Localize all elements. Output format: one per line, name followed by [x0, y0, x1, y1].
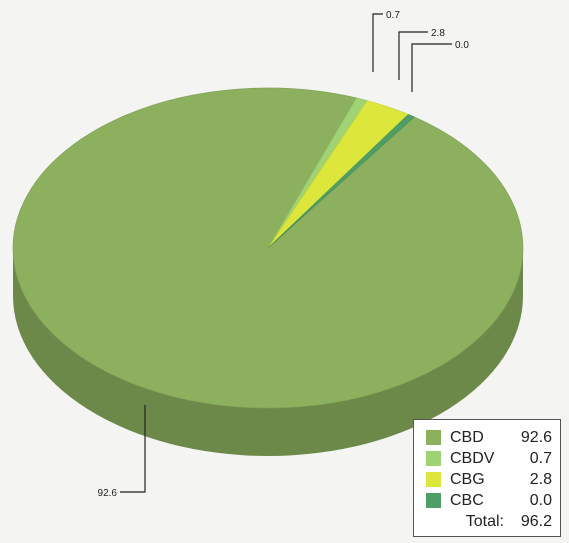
slice-cbc	[267, 114, 415, 249]
legend-swatch-cbd	[426, 430, 441, 445]
legend-item-cbg: CBG 2.8	[426, 469, 552, 490]
data-label-cbg: 2.8	[431, 28, 445, 39]
legend-swatch-cbc	[426, 493, 441, 508]
data-label-cbc: 0.0	[455, 40, 469, 51]
data-label-cbdv: 0.7	[386, 10, 400, 21]
legend-label-cbdv: CBDV	[450, 449, 495, 467]
leader-line-cbc	[411, 43, 452, 92]
legend-swatch-cbdv	[426, 451, 441, 466]
legend-item-cbd: CBD 92.6	[426, 427, 552, 448]
legend-item-cbc: CBC 0.0	[426, 490, 552, 511]
slice-side-cbd	[13, 248, 523, 456]
legend-value-cbdv: 0.7	[529, 449, 552, 467]
chart-legend: CBD 92.6 CBDV 0.7 CBG 2.8 CBC 0.0 Total:…	[413, 419, 561, 537]
legend-total-value: 96.2	[520, 513, 552, 530]
legend-label-cbc: CBC	[450, 491, 484, 509]
leader-line-cbg	[398, 31, 428, 80]
legend-value-cbg: 2.8	[529, 470, 552, 488]
legend-item-cbdv: CBDV 0.7	[426, 448, 552, 469]
leader-line-cbd	[120, 405, 146, 493]
legend-label-cbd: CBD	[450, 428, 484, 446]
leader-line-cbdv	[372, 13, 383, 72]
legend-value-cbd: 92.6	[520, 428, 552, 446]
data-label-cbd: 92.6	[98, 488, 118, 499]
legend-total: Total: 96.2	[426, 511, 552, 533]
legend-swatch-cbg	[426, 472, 441, 487]
legend-total-label: Total:	[465, 513, 504, 530]
legend-value-cbc: 0.0	[529, 491, 552, 509]
legend-label-cbg: CBG	[450, 470, 485, 488]
